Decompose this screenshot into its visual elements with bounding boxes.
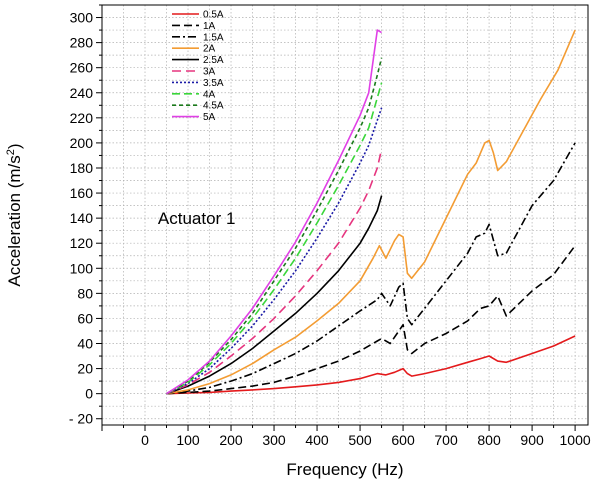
series-line-0-5A <box>166 335 576 395</box>
tick-group: 0 100 200 300 400 500 600 700 800 900 1000 - 20 0 20 4… <box>69 4 591 448</box>
y-tick-label: 260 <box>70 60 94 76</box>
y-axis-title-sup: 2 <box>5 149 17 155</box>
y-tick-label: - 20 <box>69 411 93 427</box>
y-tick-label: 80 <box>77 285 93 301</box>
annotation-label: Actuator 1 <box>158 209 236 228</box>
y-tick-label: 200 <box>70 135 94 151</box>
y-tick-label: 100 <box>70 260 94 276</box>
legend-label: 3A <box>203 67 216 78</box>
x-tick-label: 700 <box>434 432 458 448</box>
x-tick-label: 900 <box>520 432 544 448</box>
y-axis-title: Acceleration (m/s2) <box>5 143 24 286</box>
y-tick-label: 220 <box>70 110 94 126</box>
y-tick-label: 280 <box>70 35 94 51</box>
y-tick-label: 240 <box>70 85 94 101</box>
x-tick-label: 400 <box>305 432 329 448</box>
legend-label: 4A <box>203 89 216 100</box>
x-tick-label: 500 <box>348 432 372 448</box>
series-line-2A <box>166 29 576 395</box>
series-line-1A <box>166 245 576 395</box>
y-tick-label: 20 <box>77 361 93 377</box>
legend-label: 0.5A <box>203 10 224 21</box>
x-tick-label: 300 <box>262 432 286 448</box>
x-tick-label: 0 <box>141 432 149 448</box>
x-tick-label: 600 <box>391 432 415 448</box>
series-line-4A <box>166 82 383 395</box>
x-tick-label: 1000 <box>560 432 591 448</box>
series-line-4-5A <box>166 57 383 395</box>
series-group <box>166 29 576 395</box>
legend-label: 5A <box>203 112 216 123</box>
y-tick-label: 60 <box>77 310 93 326</box>
y-tick-label: 160 <box>70 185 94 201</box>
series-line-3-5A <box>166 107 383 395</box>
y-tick-label: 40 <box>77 336 93 352</box>
legend-label: 1.5A <box>203 32 224 43</box>
y-axis-title-close: ) <box>5 143 24 149</box>
x-axis-title: Frequency (Hz) <box>286 460 403 479</box>
x-tick-label: 800 <box>477 432 501 448</box>
y-axis-title-main: Acceleration (m/s <box>5 155 24 286</box>
x-tick-label: 100 <box>176 432 200 448</box>
series-line-3A <box>166 149 383 395</box>
plot-frame <box>101 4 589 426</box>
y-tick-label: 300 <box>70 10 94 26</box>
legend-label: 2A <box>203 44 216 55</box>
legend-label: 4.5A <box>203 101 224 112</box>
legend-label: 2.5A <box>203 55 224 66</box>
series-line-5A <box>166 29 383 395</box>
legend-label: 1A <box>203 21 216 32</box>
series-line-1-5A <box>166 142 576 395</box>
series-line-2-5A <box>166 195 383 395</box>
y-tick-label: 120 <box>70 235 94 251</box>
y-tick-label: 180 <box>70 160 94 176</box>
y-tick-label: 140 <box>70 210 94 226</box>
x-tick-label: 200 <box>219 432 243 448</box>
y-tick-label: 0 <box>85 386 93 402</box>
legend-label: 3.5A <box>203 78 224 89</box>
